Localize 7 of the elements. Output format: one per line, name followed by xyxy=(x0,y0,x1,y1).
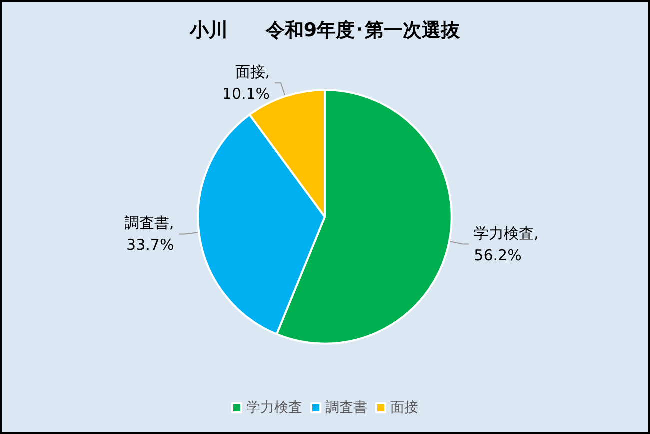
legend-label: 調査書 xyxy=(326,400,368,416)
legend-label: 学力検査 xyxy=(246,400,302,416)
chart-title: 小川 令和9年度･第一次選抜 xyxy=(188,20,462,42)
data-label: 学力検査, 56.2% xyxy=(474,224,539,264)
legend-label: 面接 xyxy=(390,400,418,416)
data-label: 調査書, 33.7% xyxy=(124,214,174,254)
data-label: 面接, 10.1% xyxy=(222,63,270,104)
